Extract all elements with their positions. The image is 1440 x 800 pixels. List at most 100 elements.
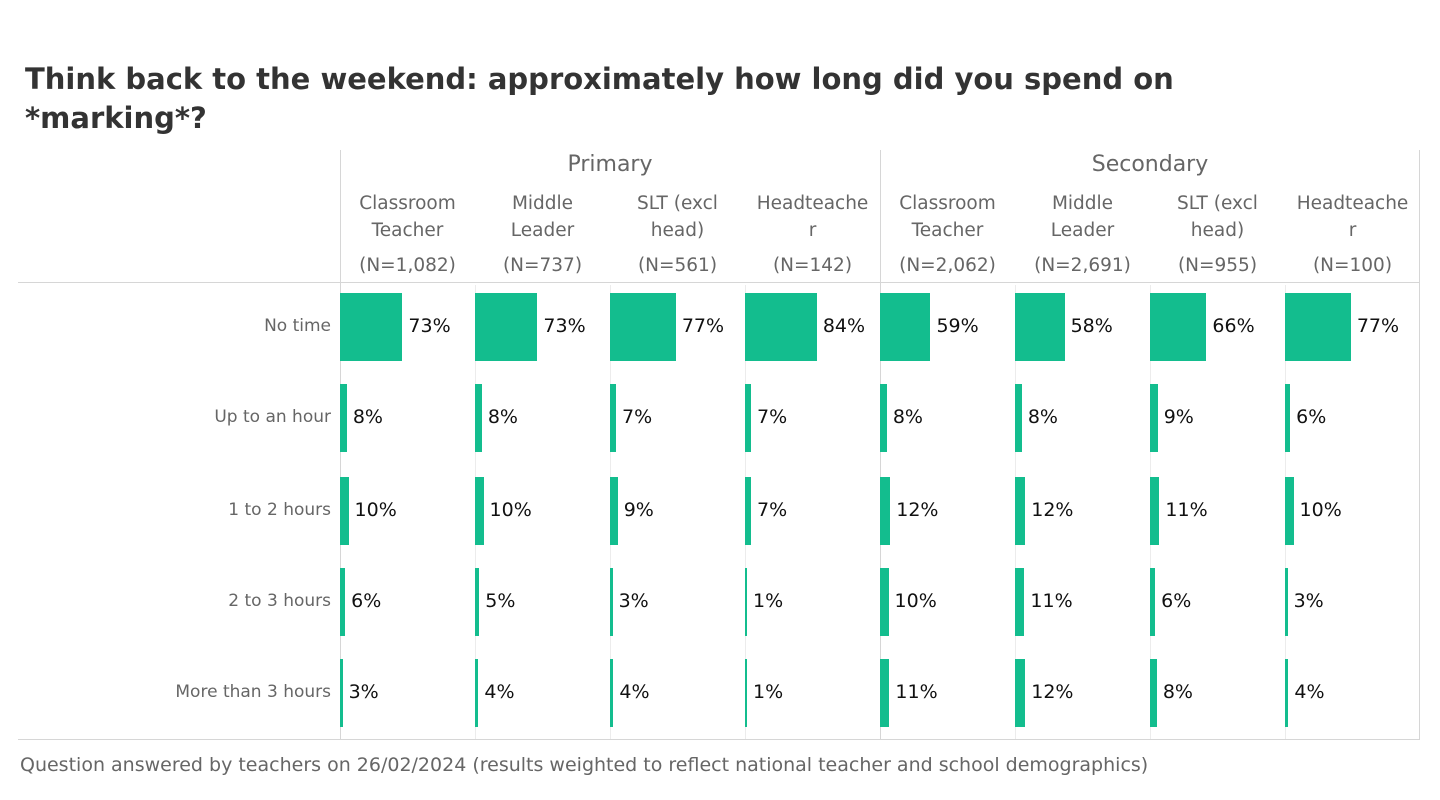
data-label: 7% — [756, 499, 788, 521]
column-sample-size: (N=142) — [772, 255, 853, 276]
data-label: 11% — [1165, 499, 1208, 521]
data-label: 9% — [623, 499, 654, 521]
data-label: 6% — [1296, 406, 1327, 428]
column-label-line: Classroom — [359, 193, 456, 214]
row-label: No time — [264, 316, 331, 336]
group-label-primary: Primary — [567, 152, 653, 177]
bar — [610, 293, 676, 361]
bar — [340, 384, 347, 452]
column-sample-size: (N=1,082) — [359, 255, 456, 276]
bottom-axis — [18, 739, 1420, 740]
bar — [340, 293, 403, 361]
column-label-line: Classroom — [899, 193, 996, 214]
bar — [745, 659, 747, 727]
data-label: 73% — [543, 315, 586, 337]
bar — [880, 568, 889, 636]
bar — [880, 477, 891, 545]
header-divider — [18, 282, 1420, 283]
column-label-line: Headteache — [756, 193, 869, 214]
data-label: 12% — [1031, 681, 1074, 703]
row-label: 1 to 2 hours — [228, 500, 331, 520]
data-label: 6% — [351, 590, 382, 612]
bar — [1150, 659, 1157, 727]
data-label: 8% — [1027, 406, 1058, 428]
bar — [340, 477, 349, 545]
data-label: 8% — [487, 406, 518, 428]
group-divider — [1419, 150, 1420, 740]
column-sample-size: (N=737) — [502, 255, 583, 276]
data-label: 12% — [1031, 499, 1074, 521]
bar — [475, 477, 484, 545]
bar — [610, 659, 614, 727]
footer-note: Question answered by teachers on 26/02/2… — [20, 754, 1149, 776]
column-label: Headteache r — [745, 190, 880, 244]
bar — [1015, 477, 1026, 545]
bar — [745, 568, 747, 636]
column-label-line: Middle — [511, 193, 574, 214]
column-label: SLT (excl head) — [1150, 190, 1285, 244]
bar — [880, 384, 887, 452]
column-sample-size: (N=561) — [637, 255, 718, 276]
column-label-line: head) — [1190, 220, 1245, 241]
group-label-secondary: Secondary — [1091, 152, 1209, 177]
data-label: 8% — [352, 406, 383, 428]
data-label: 4% — [619, 681, 650, 703]
column-label-line: SLT (excl — [637, 193, 718, 214]
data-label: 66% — [1212, 315, 1255, 337]
bar — [610, 384, 616, 452]
bar — [1015, 384, 1022, 452]
column-label-line: Teacher — [911, 220, 984, 241]
column-label: SLT (excl head) — [610, 190, 745, 244]
column-sample-size: (N=955) — [1177, 255, 1258, 276]
column-label: Headteache r — [1285, 190, 1420, 244]
column-label-line: head) — [650, 220, 705, 241]
column-label-line: Leader — [1050, 220, 1115, 241]
data-label: 8% — [1162, 681, 1193, 703]
bar — [880, 293, 931, 361]
data-label: 7% — [756, 406, 788, 428]
bar — [745, 293, 817, 361]
column-label-line: SLT (excl — [1177, 193, 1258, 214]
bar — [610, 568, 613, 636]
bar — [1150, 293, 1207, 361]
data-label: 12% — [896, 499, 939, 521]
column-label: Middle Leader — [475, 190, 610, 244]
column-sample-size: (N=2,062) — [899, 255, 996, 276]
bar — [745, 477, 751, 545]
bar — [1150, 477, 1160, 545]
data-label: 10% — [489, 499, 532, 521]
data-label: 11% — [1030, 590, 1073, 612]
bar — [1015, 568, 1025, 636]
column-label-line: Leader — [510, 220, 575, 241]
data-label: 10% — [1299, 499, 1342, 521]
bar — [1285, 477, 1294, 545]
bar — [1285, 293, 1351, 361]
bar — [475, 659, 479, 727]
column-label-line: Teacher — [371, 220, 444, 241]
bar — [1285, 568, 1288, 636]
column-label: Middle Leader — [1015, 190, 1150, 244]
bar — [1150, 568, 1156, 636]
column-label-line: r — [808, 220, 817, 241]
bar — [1285, 659, 1289, 727]
data-label: 3% — [1293, 590, 1324, 612]
data-label: 59% — [936, 315, 979, 337]
column-label-line: r — [1348, 220, 1357, 241]
bar — [1015, 293, 1065, 361]
column-label-line: Middle — [1051, 193, 1114, 214]
data-label: 10% — [354, 499, 397, 521]
bar — [340, 568, 346, 636]
row-label: 2 to 3 hours — [228, 591, 331, 611]
data-label: 7% — [621, 406, 653, 428]
bar — [475, 293, 538, 361]
data-label: 77% — [681, 315, 725, 337]
column-label: Classroom Teacher — [880, 190, 1015, 244]
data-label: 58% — [1070, 315, 1113, 337]
chart-title: Think back to the weekend: approximately… — [25, 62, 1174, 135]
data-label: 1% — [753, 681, 784, 703]
bar — [880, 659, 890, 727]
row-label: Up to an hour — [214, 407, 331, 427]
data-label: 77% — [1356, 315, 1400, 337]
row-label: More than 3 hours — [175, 682, 331, 702]
bar — [475, 568, 480, 636]
